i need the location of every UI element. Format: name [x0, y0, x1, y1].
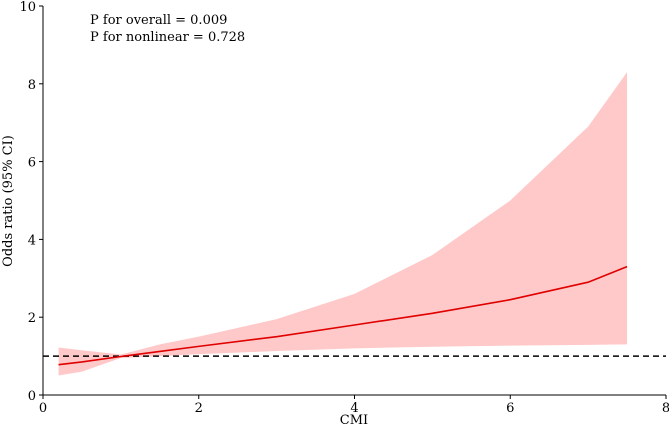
y-tick-label: 2 — [28, 311, 36, 326]
y-tick-label: 8 — [28, 78, 36, 93]
x-axis-label: CMI — [340, 413, 368, 428]
x-tick-label: 2 — [195, 401, 203, 416]
y-tick-label: 6 — [28, 156, 36, 171]
y-tick-label: 4 — [28, 233, 36, 248]
or-line — [58, 265, 628, 366]
x-tick-label: 4 — [350, 401, 358, 416]
annotation: P for overall = 0.009 — [90, 13, 227, 28]
y-axis-label: Odds ratio (95% CI) — [1, 135, 16, 267]
ci-band — [58, 72, 628, 376]
x-tick-label: 0 — [39, 401, 47, 416]
annotation: P for nonlinear = 0.728 — [90, 30, 245, 45]
y-tick-label: 0 — [28, 389, 36, 404]
y-tick-label: 10 — [19, 0, 36, 15]
x-tick-label: 6 — [506, 401, 514, 416]
x-tick-label: 8 — [662, 401, 669, 416]
